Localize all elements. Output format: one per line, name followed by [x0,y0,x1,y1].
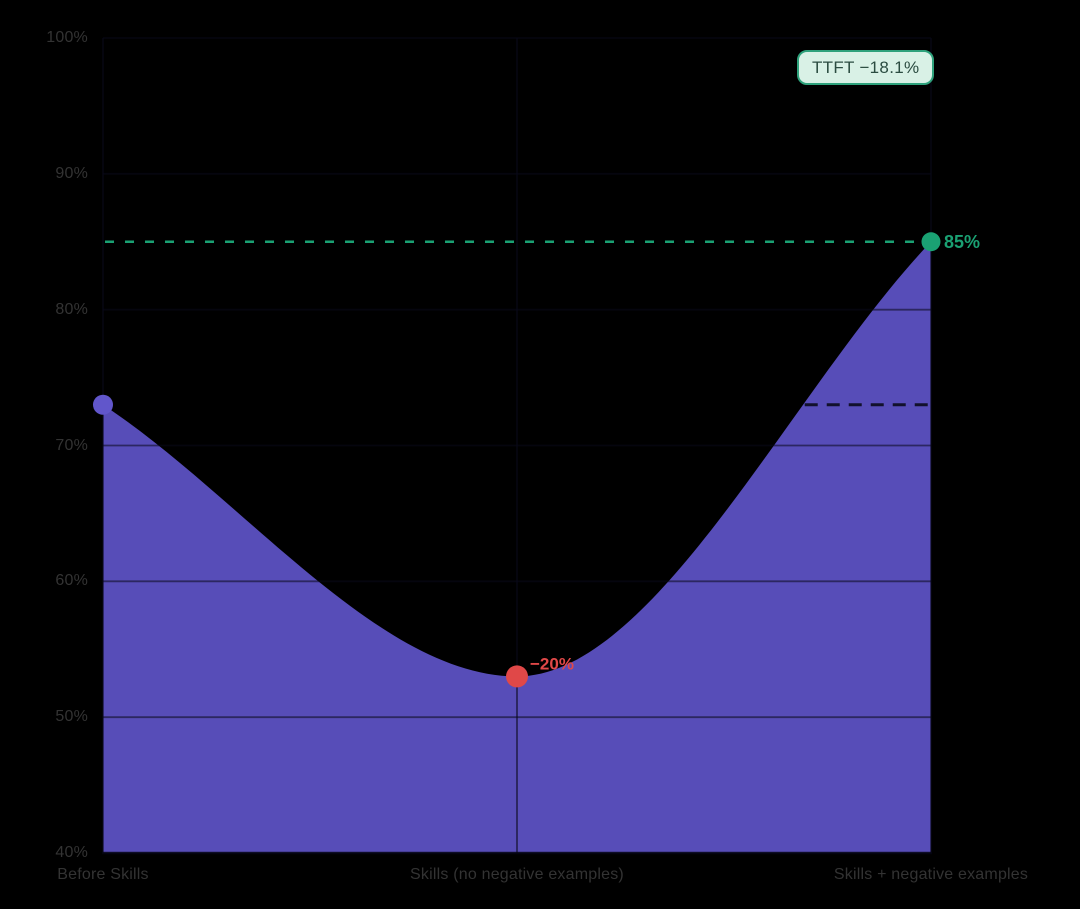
y-tick-label: 40% [55,844,88,861]
x-category-label: Before Skills [57,866,149,883]
y-tick-label: 70% [55,436,88,454]
x-category-label: Skills (no negative examples) [410,866,624,883]
min-point-label: −20% [530,654,574,673]
area-series [103,241,931,853]
y-tick-label: 50% [55,708,88,726]
ttft-badge: TTFT −18.1% [797,50,935,85]
y-tick-label: 80% [55,300,88,318]
y-tick-label: 100% [46,29,88,46]
data-point-skills-negative [921,232,941,252]
ttft-badge-label: TTFT −18.1% [812,58,920,77]
end-point-label: 85% [944,232,980,252]
y-tick-label: 90% [55,164,88,182]
x-category-label: Skills + negative examples [833,866,1029,883]
data-point-before-skills [93,394,113,415]
data-point-skills-no-negative [506,665,528,688]
y-tick-label: 60% [55,572,88,590]
